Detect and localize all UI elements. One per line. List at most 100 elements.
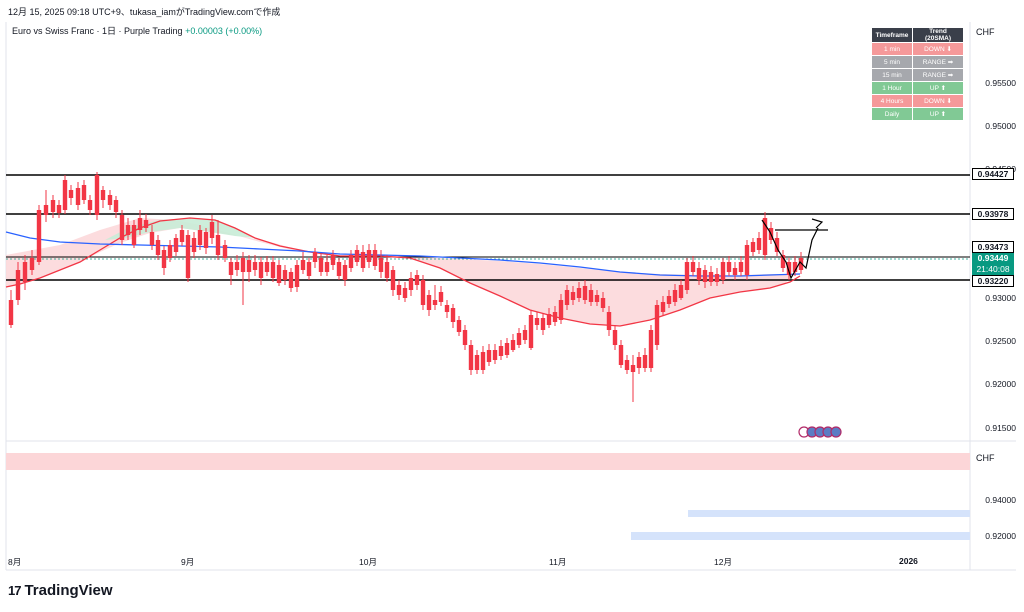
trend-row-timeframe: 1 Hour [872,82,912,94]
candle-body [462,330,468,345]
ma-red-line [5,217,801,327]
alert-bubbles[interactable] [798,426,842,438]
symbol-legend[interactable]: Euro vs Swiss Franc · 1日 · Purple Tradin… [12,24,262,37]
candlestick-series[interactable] [8,172,804,402]
candle-body [107,195,113,205]
candle-body [786,262,792,275]
candle-body [732,268,738,275]
candle-body [522,330,528,340]
candle-body [564,290,570,305]
candle-body [588,290,594,302]
candle-body [498,346,504,356]
candle-body [113,200,119,212]
candle-body [234,262,240,270]
candle-body [630,365,636,372]
trend-table: Timeframe Trend (20SMA) 1 min DOWN ⬇ 5 m… [871,27,964,121]
projection-zigzag[interactable] [761,219,819,280]
candle-body [155,240,161,255]
candle-body [56,205,62,213]
candle-body [594,295,600,302]
price-tick: 0.95500 [985,78,1016,88]
candle-body [480,352,486,370]
candle-body [792,262,798,272]
candle-body [75,188,81,205]
trend-row-value: DOWN ⬇ [913,95,963,107]
candle-body [100,190,106,200]
tradingview-logo[interactable]: 17 TradingView [8,582,113,599]
sub-pane-currency-label[interactable]: CHF [976,453,995,463]
sub-pane-red-band [6,453,970,470]
time-label: 8月 [8,557,22,567]
candle-body [798,258,804,270]
candle-body [119,215,125,240]
candle-body [94,175,100,215]
level-label-93220[interactable]: 0.93220 [972,275,1014,287]
current-price-value: 0.93449 [977,253,1009,263]
candle-body [264,262,270,272]
candle-body [43,205,49,215]
candle-body [438,292,444,302]
candle-body [618,345,624,365]
candle-body [68,190,74,198]
candle-body [173,238,179,252]
level-label-93978[interactable]: 0.93978 [972,208,1014,220]
time-label: 2026 [899,556,918,566]
candle-body [420,280,426,305]
time-label: 9月 [181,557,195,567]
candle-body [612,330,618,345]
candle-body [510,340,516,350]
candle-body [744,245,750,275]
candle-body [50,200,56,212]
trend-row-timeframe: 5 min [872,56,912,68]
trend-row-value: DOWN ⬇ [913,43,963,55]
price-tick: 0.92500 [985,336,1016,346]
candle-body [131,225,137,245]
candle-body [29,258,35,270]
candle-body [270,262,276,278]
candle-body [750,242,756,252]
candle-body [402,288,408,298]
candle-body [780,255,786,268]
current-price-label[interactable]: 0.93449 21:40:08 [972,253,1014,277]
candle-body [62,180,68,210]
candle-body [143,220,149,228]
candle-body [167,245,173,258]
right-arrow-icon: ➡ [947,59,954,66]
price-tick: 0.92000 [985,379,1016,389]
trend-row-value: UP ⬆ [913,82,963,94]
candle-body [378,258,384,272]
candle-body [552,312,558,322]
candle-body [528,315,534,348]
candle-body [648,330,654,368]
candle-body [456,320,462,332]
tradingview-logo-icon: 17 [8,583,22,598]
candle-body [185,235,191,278]
candle-body [300,260,306,270]
candle-body [756,238,762,250]
candle-body [546,314,552,325]
candle-body [684,262,690,290]
candle-body [161,250,167,268]
currency-label[interactable]: CHF [976,27,995,37]
candle-body [492,350,498,360]
candle-body [81,185,87,200]
time-label: 10月 [359,557,377,567]
down-arrow-icon: ⬇ [946,98,952,105]
candle-body [276,265,282,283]
level-label-93473[interactable]: 0.93473 [972,241,1014,253]
candle-body [36,210,42,262]
up-arrow-icon: ⬆ [940,85,947,92]
level-label-94427[interactable]: 0.94427 [972,168,1014,180]
candle-body [179,230,185,242]
candle-body [762,218,768,255]
candle-body [288,272,294,288]
ma-blue-line [5,231,801,277]
candle-body [282,270,288,280]
candle-body [444,305,450,312]
price-tick: 0.95000 [985,121,1016,131]
candle-body [678,285,684,298]
candle-body [486,350,492,362]
candle-body [708,272,714,282]
candle-body [738,262,744,272]
